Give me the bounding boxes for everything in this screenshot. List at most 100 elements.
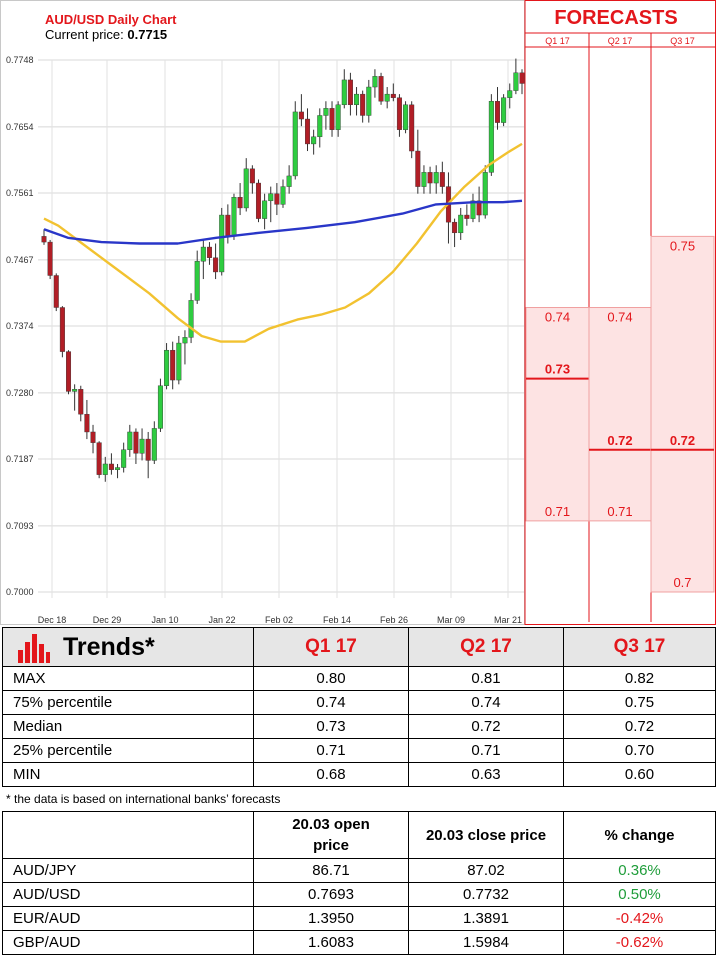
trends-cell: 0.75 xyxy=(563,690,716,715)
y-tick-label: 0.7187 xyxy=(6,454,34,464)
fx-change: -0.62% xyxy=(563,930,716,955)
y-tick-label: 0.7093 xyxy=(6,521,34,531)
x-tick-label: Mar 09 xyxy=(437,615,465,625)
fx-open: 0.7693 xyxy=(253,882,409,907)
candle-body xyxy=(84,413,90,433)
candle-body xyxy=(329,108,335,130)
candle-body xyxy=(427,172,433,184)
moving-average-blue xyxy=(43,199,523,245)
forecast-column-label: Q2 17 xyxy=(608,36,633,46)
candle-body xyxy=(206,246,212,258)
fx-header-blank xyxy=(2,811,254,859)
forecast-q75-label: 0.74 xyxy=(607,310,632,325)
x-tick-label: Mar 21 xyxy=(494,615,522,625)
y-tick-label: 0.7000 xyxy=(6,587,34,597)
candle-body xyxy=(292,111,298,177)
trends-col-q2: Q2 17 xyxy=(408,627,564,667)
trends-cell: 0.73 xyxy=(253,714,409,739)
candle-body xyxy=(170,349,176,381)
forecast-band xyxy=(588,307,652,522)
trends-cell: 0.74 xyxy=(408,690,564,715)
candle-body xyxy=(298,111,304,120)
candle-body xyxy=(311,136,317,145)
trends-title: Trends* xyxy=(63,632,155,661)
candle-body xyxy=(390,93,396,98)
moving-average-yellow xyxy=(43,142,523,343)
candle-body xyxy=(96,442,102,475)
candle-body xyxy=(151,428,157,461)
x-tick-label: Dec 18 xyxy=(38,615,67,625)
candle-body xyxy=(78,389,84,415)
trends-row-label: MAX xyxy=(2,666,254,691)
candle-body xyxy=(59,307,65,352)
trends-cell: 0.81 xyxy=(408,666,564,691)
y-tick-label: 0.7280 xyxy=(6,388,34,398)
fx-change: -0.42% xyxy=(563,906,716,931)
candle-body xyxy=(335,104,341,130)
candle-body xyxy=(145,438,151,461)
candle-body xyxy=(225,214,231,237)
candle-body xyxy=(464,214,470,219)
y-tick-label: 0.7561 xyxy=(6,188,34,198)
candle-body xyxy=(176,342,182,381)
y-tick-label: 0.7374 xyxy=(6,321,34,331)
aud-usd-chart: 0.7748 0.7654 0.7561 0.7467 0.7374 0.7280 0.71… xyxy=(0,0,716,625)
candle-body xyxy=(439,172,445,187)
x-tick-label: Feb 02 xyxy=(265,615,293,625)
candle-body xyxy=(182,337,188,344)
candle-body xyxy=(317,115,323,138)
y-tick-label: 0.7654 xyxy=(6,122,34,132)
trends-row-label: 25% percentile xyxy=(2,738,254,763)
fx-open: 1.3950 xyxy=(253,906,409,931)
candle-body xyxy=(66,351,72,392)
candle-body xyxy=(458,214,464,234)
candle-body xyxy=(396,97,402,130)
trends-cell: 0.63 xyxy=(408,762,564,787)
fx-pair: AUD/JPY xyxy=(2,858,254,883)
fx-close: 1.3891 xyxy=(408,906,564,931)
fx-open: 86.71 xyxy=(253,858,409,883)
fx-open: 1.6083 xyxy=(253,930,409,955)
trends-table: Trends* Q1 17 Q2 17 Q3 17 MAX 0.80 0.81 … xyxy=(2,627,716,787)
trends-cell: 0.82 xyxy=(563,666,716,691)
fx-row: GBP/AUD 1.6083 1.5984 -0.62% xyxy=(2,930,716,955)
trends-row-label: MIN xyxy=(2,762,254,787)
candle-body xyxy=(433,172,439,184)
bar-chart-icon xyxy=(18,634,50,663)
x-tick-label: Jan 22 xyxy=(208,615,235,625)
candle-body xyxy=(200,246,206,262)
y-tick-label: 0.7467 xyxy=(6,255,34,265)
fx-header-close: 20.03 close price xyxy=(408,811,564,859)
candle-body xyxy=(194,261,200,301)
candle-body xyxy=(127,431,133,450)
trends-row-min: MIN 0.68 0.63 0.60 xyxy=(2,762,716,787)
candle-body xyxy=(188,300,194,338)
fx-change: 0.50% xyxy=(563,882,716,907)
trends-row-label: 75% percentile xyxy=(2,690,254,715)
candle-body xyxy=(115,467,121,470)
candle-body xyxy=(409,104,415,152)
trends-cell: 0.71 xyxy=(253,738,409,763)
candle-body xyxy=(421,172,427,187)
trends-row-p75: 75% percentile 0.74 0.74 0.75 xyxy=(2,690,716,715)
candle-body xyxy=(262,200,268,219)
candle-body xyxy=(372,76,378,88)
trends-cell: 0.72 xyxy=(408,714,564,739)
forecast-band xyxy=(650,235,715,593)
trends-col-q3: Q3 17 xyxy=(563,627,716,667)
candle-body xyxy=(249,168,255,184)
trends-title-cell: Trends* xyxy=(2,627,254,667)
forecast-q75-label: 0.74 xyxy=(545,310,570,325)
x-tick-label: Feb 26 xyxy=(380,615,408,625)
candle-body xyxy=(378,76,384,102)
candle-body xyxy=(360,93,366,116)
candle-body xyxy=(470,200,476,219)
forecast-q25-label: 0.7 xyxy=(673,575,691,590)
trends-footnote: * the data is based on international ban… xyxy=(6,792,281,806)
candle-body xyxy=(164,349,170,386)
candle-body xyxy=(237,197,243,209)
x-tick-label: Dec 29 xyxy=(93,615,122,625)
candle-body xyxy=(519,72,525,84)
forecast-median-label: 0.72 xyxy=(670,433,695,448)
candle-body xyxy=(415,150,421,187)
